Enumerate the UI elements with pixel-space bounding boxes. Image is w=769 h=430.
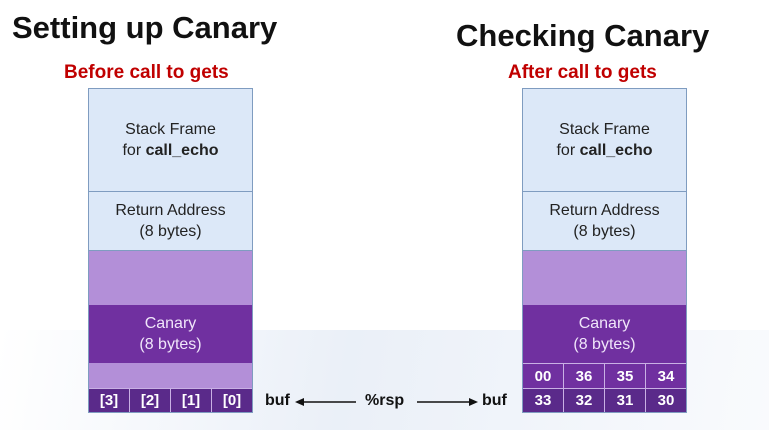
- arrow-to-left-buf: [295, 398, 356, 406]
- arrow-to-right-buf: [417, 398, 478, 406]
